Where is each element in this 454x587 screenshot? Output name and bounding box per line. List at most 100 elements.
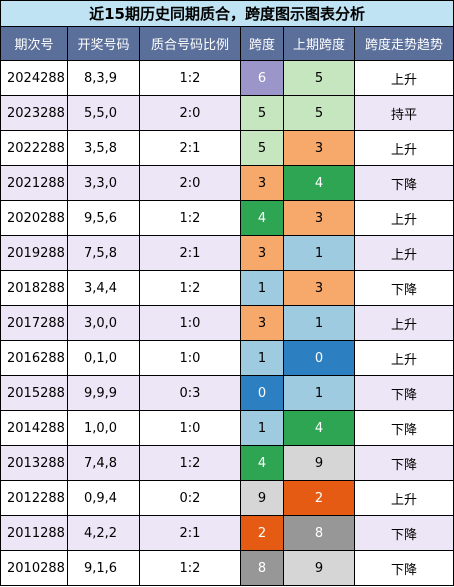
previous-span-cell: 5 (283, 95, 355, 131)
span-cell: 1 (240, 340, 284, 376)
trend-cell: 下降 (353, 410, 454, 446)
period-cell: 2021288 (0, 165, 68, 201)
table-row: 2014288 1,0,0 1:0 1 4 下降 (0, 410, 454, 446)
winning-numbers-cell: 7,4,8 (67, 445, 140, 481)
span-cell: 3 (240, 235, 284, 271)
span-cell: 9 (240, 480, 284, 516)
title-row: 近15期历史同期质合，跨度图示图表分析 (0, 0, 454, 27)
period-cell: 2011288 (0, 515, 68, 551)
period-cell: 2014288 (0, 410, 68, 446)
previous-span-cell: 1 (283, 235, 355, 271)
span-cell: 3 (240, 305, 284, 341)
span-cell: 1 (240, 270, 284, 306)
previous-span-cell: 5 (283, 60, 355, 96)
winning-numbers-cell: 9,9,9 (67, 375, 140, 411)
winning-numbers-cell: 3,5,8 (67, 130, 140, 166)
period-cell: 2012288 (0, 480, 68, 516)
prime-composite-ratio-cell: 1:0 (139, 410, 241, 446)
span-cell: 5 (240, 130, 284, 166)
previous-span-cell: 2 (283, 480, 355, 516)
previous-span-cell: 8 (283, 515, 355, 551)
period-cell: 2013288 (0, 445, 68, 481)
winning-numbers-cell: 9,5,6 (67, 200, 140, 236)
trend-cell: 上升 (353, 200, 454, 236)
previous-span-cell: 4 (283, 165, 355, 201)
trend-cell: 上升 (353, 305, 454, 341)
trend-cell: 下降 (353, 445, 454, 481)
trend-cell: 下降 (353, 375, 454, 411)
span-cell: 4 (240, 200, 284, 236)
header-numbers: 开奖号码 (67, 26, 140, 61)
prime-composite-ratio-cell: 1:2 (139, 445, 241, 481)
table-row: 2011288 4,2,2 2:1 2 8 下降 (0, 515, 454, 551)
prime-composite-ratio-cell: 2:1 (139, 130, 241, 166)
trend-cell: 下降 (353, 165, 454, 201)
span-cell: 1 (240, 410, 284, 446)
winning-numbers-cell: 3,0,0 (67, 305, 140, 341)
span-cell: 4 (240, 445, 284, 481)
span-cell: 3 (240, 165, 284, 201)
table-row: 2019288 7,5,8 2:1 3 1 上升 (0, 235, 454, 271)
table-row: 2010288 9,1,6 1:2 8 9 下降 (0, 550, 454, 586)
span-cell: 2 (240, 515, 284, 551)
winning-numbers-cell: 0,1,0 (67, 340, 140, 376)
winning-numbers-cell: 3,3,0 (67, 165, 140, 201)
winning-numbers-cell: 4,2,2 (67, 515, 140, 551)
span-cell: 5 (240, 95, 284, 131)
winning-numbers-cell: 1,0,0 (67, 410, 140, 446)
period-cell: 2017288 (0, 305, 68, 341)
winning-numbers-cell: 8,3,9 (67, 60, 140, 96)
winning-numbers-cell: 3,4,4 (67, 270, 140, 306)
prime-composite-ratio-cell: 2:1 (139, 515, 241, 551)
prime-composite-ratio-cell: 2:0 (139, 95, 241, 131)
table-row: 2022288 3,5,8 2:1 5 3 上升 (0, 130, 454, 166)
winning-numbers-cell: 9,1,6 (67, 550, 140, 586)
previous-span-cell: 9 (283, 445, 355, 481)
table-row: 2013288 7,4,8 1:2 4 9 下降 (0, 445, 454, 481)
trend-cell: 上升 (353, 60, 454, 96)
trend-cell: 下降 (353, 270, 454, 306)
period-cell: 2010288 (0, 550, 68, 586)
previous-span-cell: 4 (283, 410, 355, 446)
trend-cell: 上升 (353, 340, 454, 376)
prime-composite-ratio-cell: 1:0 (139, 340, 241, 376)
previous-span-cell: 9 (283, 550, 355, 586)
header-span: 跨度 (240, 26, 284, 61)
prime-composite-ratio-cell: 1:2 (139, 200, 241, 236)
winning-numbers-cell: 7,5,8 (67, 235, 140, 271)
previous-span-cell: 3 (283, 130, 355, 166)
prime-composite-ratio-cell: 2:1 (139, 235, 241, 271)
table-row: 2021288 3,3,0 2:0 3 4 下降 (0, 165, 454, 201)
prime-composite-ratio-cell: 1:2 (139, 60, 241, 96)
trend-cell: 下降 (353, 515, 454, 551)
header-trend: 跨度走势趋势 (353, 26, 454, 61)
previous-span-cell: 1 (283, 375, 355, 411)
period-cell: 2022288 (0, 130, 68, 166)
trend-cell: 上升 (353, 235, 454, 271)
header-row: 期次号 开奖号码 质合号码比例 跨度 上期跨度 跨度走势趋势 (0, 26, 454, 61)
table-row: 2024288 8,3,9 1:2 6 5 上升 (0, 60, 454, 96)
prime-composite-ratio-cell: 2:0 (139, 165, 241, 201)
prime-composite-ratio-cell: 0:3 (139, 375, 241, 411)
span-cell: 8 (240, 550, 284, 586)
table-row: 2020288 9,5,6 1:2 4 3 上升 (0, 200, 454, 236)
prime-composite-ratio-cell: 1:2 (139, 270, 241, 306)
table-title: 近15期历史同期质合，跨度图示图表分析 (0, 0, 454, 27)
period-cell: 2019288 (0, 235, 68, 271)
table-row: 2017288 3,0,0 1:0 3 1 上升 (0, 305, 454, 341)
winning-numbers-cell: 0,9,4 (67, 480, 140, 516)
period-cell: 2015288 (0, 375, 68, 411)
period-cell: 2024288 (0, 60, 68, 96)
span-cell: 6 (240, 60, 284, 96)
period-cell: 2023288 (0, 95, 68, 131)
trend-cell: 上升 (353, 480, 454, 516)
table-row: 2016288 0,1,0 1:0 1 0 上升 (0, 340, 454, 376)
previous-span-cell: 0 (283, 340, 355, 376)
period-cell: 2016288 (0, 340, 68, 376)
trend-cell: 下降 (353, 550, 454, 586)
previous-span-cell: 3 (283, 200, 355, 236)
previous-span-cell: 3 (283, 270, 355, 306)
table-row: 2012288 0,9,4 0:2 9 2 上升 (0, 480, 454, 516)
header-period: 期次号 (0, 26, 68, 61)
